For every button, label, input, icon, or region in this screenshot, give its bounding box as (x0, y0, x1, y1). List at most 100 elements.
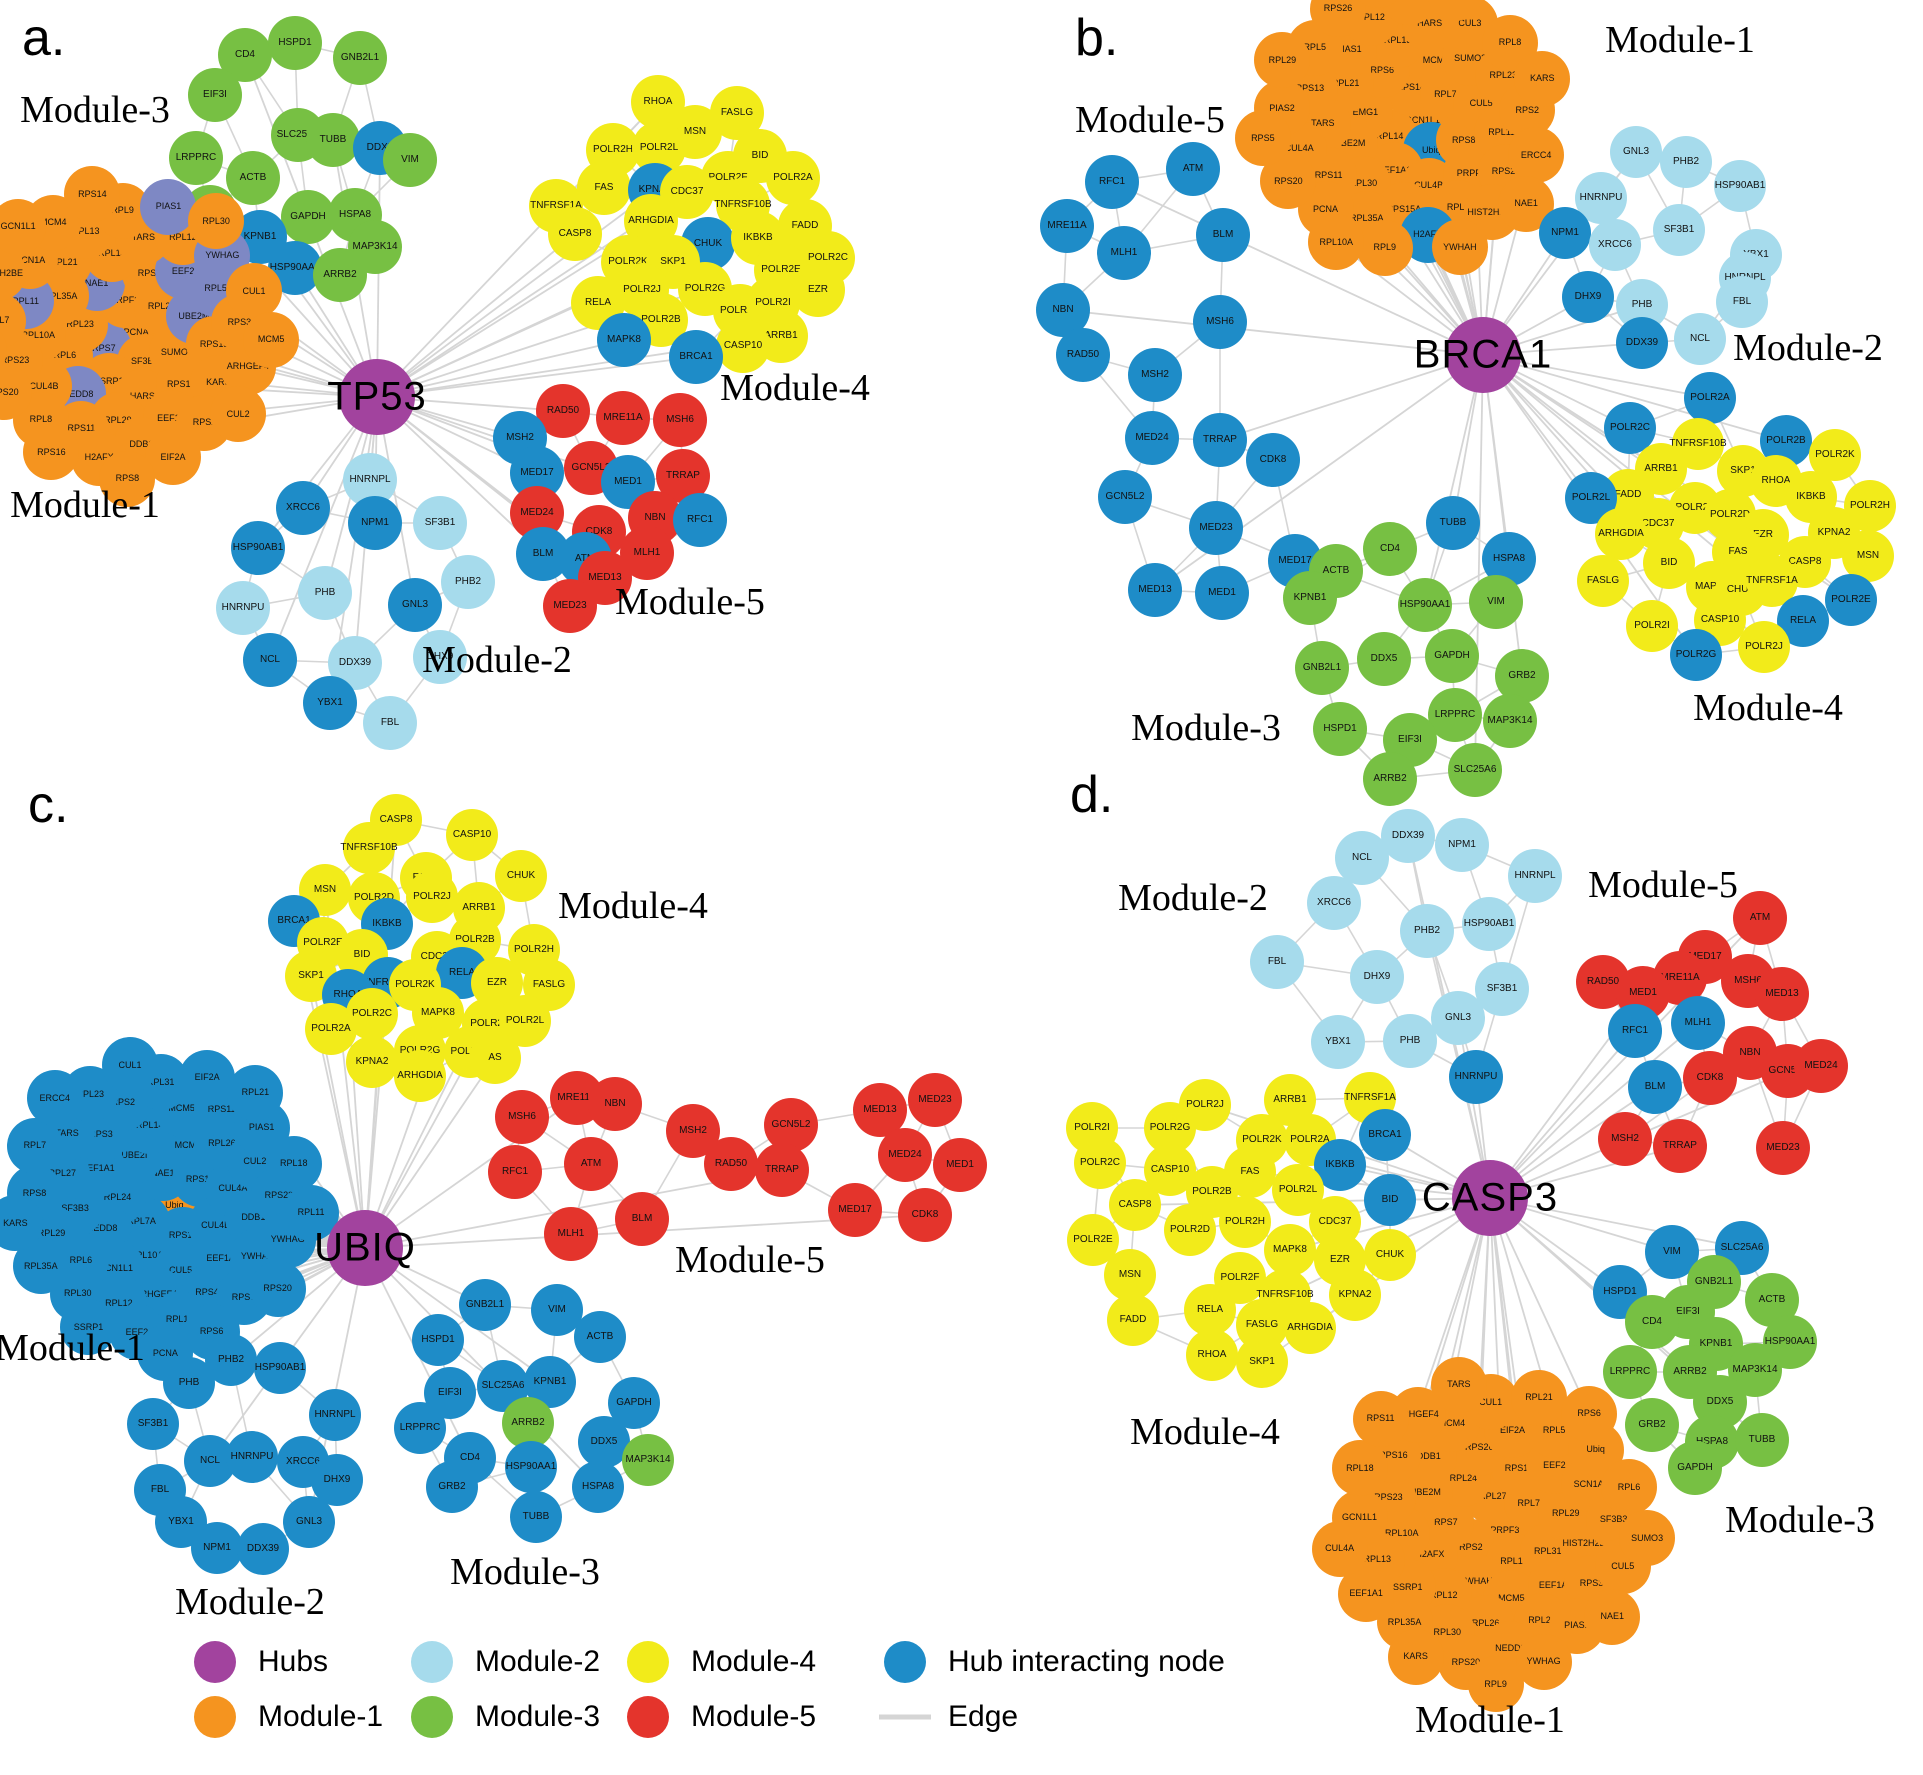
node-label: POLR2B (1766, 435, 1806, 446)
node-label: PCNA (1313, 203, 1339, 214)
node: HNRNPU (216, 581, 270, 635)
node-label: RPS5 (1251, 132, 1275, 143)
module-label: Module-3 (1131, 707, 1281, 749)
node: HSP90AB1 (231, 521, 285, 575)
legend-swatch-hub (194, 1641, 236, 1683)
node-label: CASP10 (723, 340, 763, 351)
node-label: CASP8 (1118, 1199, 1152, 1210)
node: BLM (615, 1192, 669, 1246)
node-label: VIM (1487, 596, 1505, 607)
node-label: ERCC4 (39, 1092, 70, 1103)
node-label: NPM1 (1551, 227, 1579, 238)
node-label: RPL6 (69, 1254, 93, 1265)
node-label: RPS8 (115, 473, 140, 484)
node-label: RPS14 (78, 188, 107, 199)
node-label: POLR2E (1831, 594, 1871, 605)
node-label: ARRB1 (1644, 463, 1678, 474)
node-label: FBL (1732, 296, 1752, 307)
node-label: POLR2F (1220, 1272, 1260, 1283)
node-label: DDX39 (1625, 337, 1659, 348)
node: RAD50 (1056, 328, 1110, 382)
node-label: GAPDH (1434, 650, 1470, 661)
node: MLH1 (544, 1207, 598, 1261)
node: YWHAG (1427, 0, 1484, 21)
node-label: MED13 (863, 1104, 897, 1115)
node-label: POLR2L (639, 142, 679, 153)
hub-label: TP53 (327, 374, 427, 419)
node-label: POLR2L (505, 1015, 545, 1026)
node-label: TRRAP (666, 470, 700, 481)
node: LRPPRC (394, 1402, 446, 1454)
node: MAP3K14 (1483, 694, 1537, 748)
node-label: GAPDH (1677, 1462, 1713, 1473)
node-label: PHB (314, 587, 336, 598)
node-label: RPS26 (1323, 3, 1353, 14)
node-label: POLR2B (455, 934, 495, 945)
node-label: NAE1 (1600, 1611, 1625, 1622)
node-label: GRB2 (1638, 1419, 1666, 1430)
node-label: CDC37 (1641, 518, 1675, 529)
node: ERCC4 (26, 1070, 83, 1127)
node-label: MED1 (1208, 587, 1236, 598)
node: GCN5L2 (1098, 470, 1152, 524)
node: HNRNPU (1449, 1050, 1503, 1104)
node-label: KPNB1 (1699, 1338, 1733, 1349)
node-label: IKBKB (743, 232, 773, 243)
node-label: HNRNPU (1579, 192, 1623, 203)
node: POLR2E (1825, 574, 1877, 626)
legend-swatch-module1 (194, 1696, 236, 1738)
node-label: RPL30 (64, 1288, 92, 1299)
node-label: CDC37 (670, 186, 704, 197)
node-label: MED17 (838, 1204, 872, 1215)
node: ARHGDIA (1595, 508, 1647, 560)
node: CD4 (1363, 522, 1417, 576)
node: MSH6 (495, 1090, 549, 1144)
node-label: POLR2A (311, 1023, 351, 1034)
node: HSPA8 (572, 1461, 624, 1513)
node-label: POLR2I (1634, 620, 1670, 631)
node-label: BLM (1644, 1081, 1666, 1092)
node: TNFRSF10B (340, 822, 398, 874)
node-label: GNB2L1 (465, 1299, 505, 1310)
node: MLH1 (1671, 996, 1725, 1050)
node: ARHGDIA (394, 1050, 446, 1102)
node-label: CHUK (693, 238, 723, 249)
node-label: GNL3 (1444, 1012, 1472, 1023)
node-label: NCL (1351, 852, 1372, 863)
legend-swatch-module4 (627, 1641, 669, 1683)
node-label: PIAS1 (155, 201, 182, 212)
node: POLR2I (1626, 600, 1678, 652)
node: CASP10 (716, 319, 770, 373)
node-label: MED13 (1765, 988, 1799, 999)
node-label: POLR2L (1278, 1184, 1318, 1195)
node-label: MAP3K14 (352, 241, 398, 252)
node-label: POLR2J (1186, 1099, 1224, 1110)
node-label: RPS2 (1515, 104, 1540, 115)
node-label: RPL8 (29, 414, 53, 425)
node: RPL9 (1467, 1656, 1524, 1713)
node-label: YBX1 (168, 1516, 194, 1527)
node-label: POLR2E (1073, 1234, 1113, 1245)
node-label: FAS (1240, 1166, 1260, 1177)
node-label: HSPA8 (1492, 553, 1526, 564)
node-label: HSP90AA1 (1764, 1336, 1816, 1347)
node: ATM (1166, 142, 1220, 196)
node-label: CD4 (459, 1452, 480, 1463)
node-label: RPS11 (1314, 169, 1343, 180)
hub-node (339, 359, 415, 435)
node-label: MED1 (1629, 987, 1657, 998)
node-label: RAD50 (714, 1158, 748, 1169)
node-label: MLH1 (1110, 247, 1138, 258)
node-label: MED24 (1135, 432, 1169, 443)
module-label: Module-2 (175, 1581, 325, 1623)
node-label: KPNA2 (355, 1056, 389, 1067)
panel-letter: a. (22, 9, 66, 67)
node-label: RPS7 (1434, 1516, 1458, 1527)
node: KPNA2 (1329, 1269, 1381, 1321)
node-label: MED24 (888, 1149, 922, 1160)
node: PHB (1383, 1014, 1437, 1068)
node-label: POLR2K (1242, 1134, 1282, 1145)
node-label: EIF2A (160, 451, 186, 462)
node: BID (1364, 1174, 1416, 1226)
node: MCM5 (243, 311, 300, 368)
